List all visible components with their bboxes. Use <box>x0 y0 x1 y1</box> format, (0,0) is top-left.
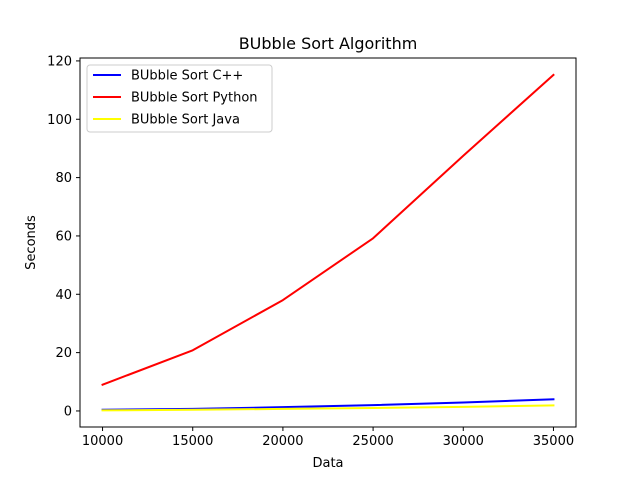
series-line-1 <box>101 73 555 386</box>
y-tick-label: 100 <box>47 113 72 128</box>
legend-label-0: BUbble Sort C++ <box>131 69 243 84</box>
x-tick-label: 30000 <box>443 434 484 449</box>
y-tick-label: 120 <box>47 54 72 69</box>
y-tick-label: 40 <box>55 288 72 303</box>
y-tick-label: 0 <box>64 404 72 419</box>
legend-label-1: BUbble Sort Python <box>131 91 258 106</box>
plot-frame <box>79 57 577 428</box>
y-tick-label: 60 <box>55 229 72 244</box>
legend-label-2: BUbble Sort Java <box>131 113 240 128</box>
x-tick-label: 15000 <box>172 434 213 449</box>
chart-title: BUbble Sort Algorithm <box>239 34 418 53</box>
plot-area <box>101 73 555 412</box>
y-tick-label: 80 <box>55 171 72 186</box>
x-tick-label: 20000 <box>262 434 303 449</box>
legend: BUbble Sort C++ BUbble Sort Python BUbble … <box>86 64 273 133</box>
axis-ticks: 10000 15000 20000 25000 30000 35000 0 20 40 60 80 1… <box>47 54 574 449</box>
y-axis-label: Seconds <box>24 215 39 270</box>
legend-box <box>86 64 273 133</box>
y-tick-label: 20 <box>55 346 72 361</box>
series-line-2 <box>101 404 555 412</box>
x-tick-label: 35000 <box>533 434 574 449</box>
x-tick-label: 25000 <box>352 434 393 449</box>
x-axis-label: Data <box>312 456 343 471</box>
x-tick-label: 10000 <box>82 434 123 449</box>
